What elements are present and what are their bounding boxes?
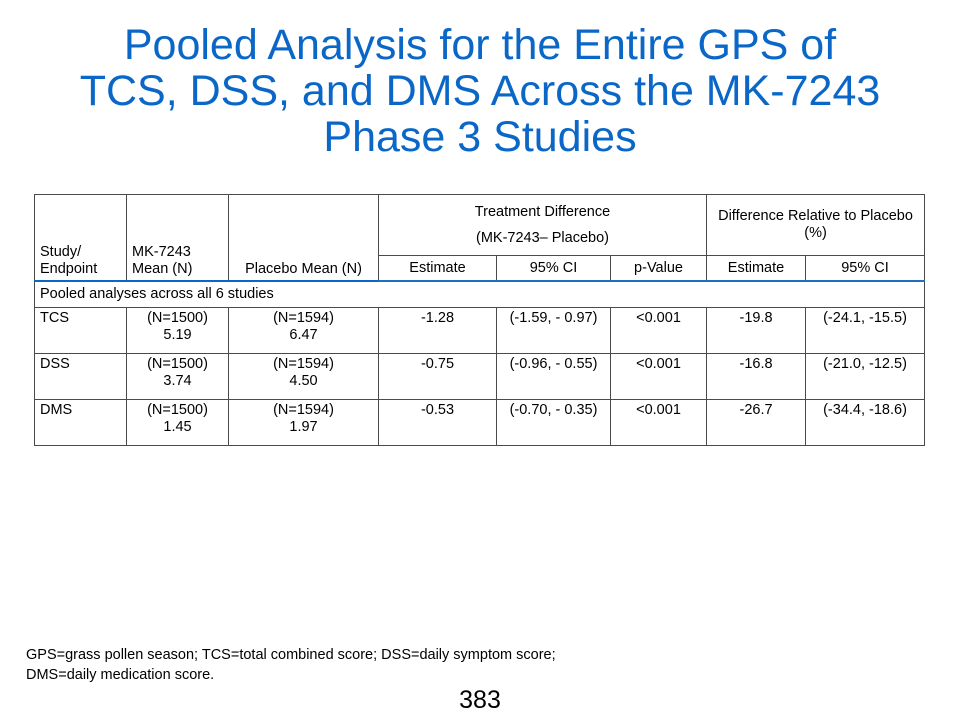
- cell-mk-mean: (N=1500) 3.74: [126, 353, 229, 400]
- section-row: Pooled analyses across all 6 studies: [33, 280, 926, 308]
- placebo-n: (N=1594): [273, 402, 334, 418]
- cell-rel-ci: (-24.1, -15.5): [805, 307, 926, 354]
- placebo-mean-value: 1.97: [289, 419, 318, 435]
- cell-td-estimate: -0.53: [378, 399, 497, 446]
- mk-n: (N=1500): [147, 310, 208, 326]
- placebo-mean-value: 6.47: [289, 327, 318, 343]
- page-number: 383: [459, 686, 501, 714]
- subheader-td-ci: 95% CI: [496, 255, 611, 282]
- mk-mean-value: 1.45: [163, 419, 192, 435]
- subheader-p-value: p-Value: [609, 255, 708, 282]
- footnote-line: DMS=daily medication score.: [26, 667, 215, 683]
- footnote: GPS=grass pollen season; TCS=total combi…: [26, 645, 926, 685]
- cell-rel-estimate: -16.8: [706, 353, 807, 400]
- table-row: DSS (N=1500) 3.74 (N=1594) 4.50 -0.75 (-0.…: [34, 353, 926, 400]
- cell-placebo-mean: (N=1594) 4.50: [228, 353, 379, 400]
- cell-endpoint: TCS: [34, 307, 127, 354]
- section-label: Pooled analyses across all 6 studies: [33, 280, 926, 308]
- header-row: Study/ Endpoint MK-7243 Mean (N) Placebo…: [34, 194, 926, 282]
- table-row: DMS (N=1500) 1.45 (N=1594) 1.97 -0.53 (-0.…: [34, 399, 926, 446]
- cell-td-estimate: -1.28: [378, 307, 497, 354]
- title-line: Phase 3 Studies: [323, 113, 637, 161]
- cell-rel-ci: (-34.4, -18.6): [805, 399, 926, 446]
- mk-mean-value: 3.74: [163, 373, 192, 389]
- cell-td-ci: (-1.59, - 0.97): [496, 307, 611, 354]
- cell-placebo-mean: (N=1594) 1.97: [228, 399, 379, 446]
- title-line: Pooled Analysis for the Entire GPS of: [123, 21, 837, 69]
- mk-mean-value: 5.19: [163, 327, 192, 343]
- subheader-rel-estimate: Estimate: [706, 255, 807, 282]
- cell-rel-estimate: -26.7: [706, 399, 807, 446]
- placebo-mean-value: 4.50: [289, 373, 318, 389]
- header-relative-difference: Difference Relative to Placebo (%): [706, 194, 926, 256]
- title-line: TCS, DSS, and DMS Across the MK-7243: [79, 67, 881, 115]
- cell-td-estimate: -0.75: [378, 353, 497, 400]
- placebo-n: (N=1594): [273, 310, 334, 326]
- subheader-row: Estimate 95% CI p-Value Estimate 95% CI: [34, 255, 926, 282]
- placebo-n: (N=1594): [273, 356, 334, 372]
- slide-title: Pooled Analysis for the Entire GPS of TC…: [0, 22, 960, 160]
- cell-td-ci: (-0.96, - 0.55): [496, 353, 611, 400]
- header-treatment-difference: Treatment Difference (MK-7243– Placebo): [377, 194, 708, 256]
- mk-n: (N=1500): [147, 402, 208, 418]
- header-treatment-difference-subtitle: (MK-7243– Placebo): [476, 230, 609, 246]
- header-study: Study/ Endpoint: [34, 194, 127, 282]
- header-mk-mean: MK-7243 Mean (N): [126, 194, 229, 282]
- header-treatment-difference-title: Treatment Difference: [474, 204, 611, 220]
- cell-p-value: <0.001: [609, 307, 708, 354]
- footnote-line: GPS=grass pollen season; TCS=total combi…: [26, 647, 556, 663]
- cell-endpoint: DMS: [34, 399, 127, 446]
- results-table: Study/ Endpoint MK-7243 Mean (N) Placebo…: [33, 194, 926, 446]
- subheader-td-estimate: Estimate: [378, 255, 497, 282]
- cell-mk-mean: (N=1500) 5.19: [126, 307, 229, 354]
- cell-rel-estimate: -19.8: [706, 307, 807, 354]
- cell-p-value: <0.001: [609, 399, 708, 446]
- cell-placebo-mean: (N=1594) 6.47: [228, 307, 379, 354]
- subheader-rel-ci: 95% CI: [805, 255, 926, 282]
- cell-mk-mean: (N=1500) 1.45: [126, 399, 229, 446]
- header-placebo-mean: Placebo Mean (N): [228, 194, 379, 282]
- mk-n: (N=1500): [147, 356, 208, 372]
- cell-td-ci: (-0.70, - 0.35): [496, 399, 611, 446]
- cell-rel-ci: (-21.0, -12.5): [805, 353, 926, 400]
- cell-p-value: <0.001: [609, 353, 708, 400]
- table-row: TCS (N=1500) 5.19 (N=1594) 6.47 -1.28 (-1.…: [34, 307, 926, 354]
- cell-endpoint: DSS: [34, 353, 127, 400]
